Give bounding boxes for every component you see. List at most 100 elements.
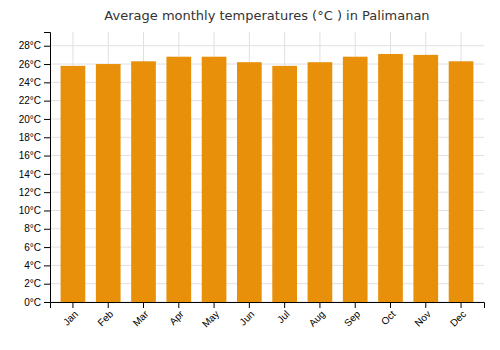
y-tick-label: 10°C [19, 205, 41, 216]
x-tick-mark [284, 302, 285, 308]
y-tick-mark [44, 82, 50, 83]
y-tick: 4°C [24, 260, 50, 271]
grid [50, 32, 484, 302]
bar [96, 64, 121, 302]
y-tick-label: 20°C [19, 114, 41, 125]
x-tick-mark [425, 302, 426, 308]
bar [272, 66, 297, 302]
bars [61, 54, 474, 302]
y-tick-mark [44, 46, 50, 47]
y-tick-mark [44, 247, 50, 248]
y-tick-mark [44, 64, 50, 65]
y-tick-mark [44, 119, 50, 120]
y-tick-label: 14°C [19, 169, 41, 180]
x-tick: Jun [237, 302, 256, 328]
x-tick-mark [249, 302, 250, 308]
y-tick-label: 28°C [19, 40, 41, 51]
x-tick: May [200, 302, 221, 330]
bar [449, 61, 474, 302]
bar [343, 57, 368, 302]
bar [166, 57, 191, 302]
x-tick-label: Sep [342, 308, 363, 329]
x-tick-label: Mar [131, 308, 151, 328]
x-tick: Jan [61, 302, 80, 328]
x-tick: Dec [448, 302, 468, 329]
y-tick-mark [44, 302, 50, 303]
y-tick: 28°C [19, 40, 50, 51]
x-tick-label: Jun [237, 308, 256, 327]
x-tick: Feb [95, 302, 115, 328]
y-axis-line [44, 33, 51, 303]
y-tick-label: 26°C [19, 59, 41, 70]
bar [61, 66, 86, 302]
y-tick-mark [44, 284, 50, 285]
y-tick: 20°C [19, 114, 50, 125]
title: Average monthly temperatures (°C ) in Pa… [104, 8, 429, 23]
y-tick: 2°C [24, 278, 50, 289]
y-tick-label: 18°C [19, 132, 41, 143]
x-tick-mark [108, 302, 109, 308]
y-tick-mark [44, 137, 50, 138]
y-tick-mark [44, 174, 50, 175]
bar [378, 54, 403, 302]
y-tick-label: 4°C [24, 260, 41, 271]
x-tick-label: Dec [448, 308, 468, 328]
y-tick: 10°C [19, 205, 50, 216]
x-tick: Apr [167, 302, 186, 327]
y-tick-mark [44, 192, 50, 193]
y-tick-label: 22°C [19, 95, 41, 106]
bar [237, 62, 262, 302]
y-tick-label: 8°C [24, 223, 41, 234]
y-tick: 8°C [24, 223, 50, 234]
bar [413, 55, 438, 302]
x-tick: Nov [412, 302, 432, 329]
x-tick-mark [72, 302, 73, 308]
y-tick-mark [44, 210, 50, 211]
y-tick-label: 12°C [19, 187, 41, 198]
x-tick-label: Aug [307, 308, 327, 328]
y-tick-mark [44, 156, 50, 157]
x-tick-label: Jan [61, 308, 80, 327]
bar [308, 62, 333, 302]
x-tick-mark [355, 302, 356, 308]
x-axis: Jan Feb Mar Apr May Jun Jul Aug Sep Oct Nov Dec [51, 302, 485, 330]
x-tick: Sep [342, 302, 363, 329]
y-tick-label: 2°C [24, 278, 41, 289]
y-tick: 26°C [19, 59, 50, 70]
y-tick: 12°C [19, 187, 50, 198]
bar [202, 57, 227, 302]
y-axis: 0°C 2°C 4°C 6°C 8°C 10°C 12°C 14°C 16°C 18°C 20°C 2… [19, 33, 51, 308]
x-tick-label: Feb [95, 308, 115, 328]
y-tick: 6°C [24, 242, 50, 253]
x-tick: Oct [379, 302, 398, 327]
y-tick: 0°C [24, 297, 50, 308]
y-tick-label: 6°C [24, 242, 41, 253]
x-tick-mark [214, 302, 215, 308]
x-tick-label: May [200, 308, 221, 329]
y-tick-mark [44, 265, 50, 266]
y-tick-mark [44, 101, 50, 102]
y-tick: 18°C [19, 132, 50, 143]
y-tick: 24°C [19, 77, 50, 88]
y-tick-label: 24°C [19, 77, 41, 88]
x-axis-line [51, 303, 485, 309]
grid-line-y [50, 45, 484, 46]
x-tick: Jul [275, 302, 292, 325]
y-tick: 16°C [19, 150, 50, 161]
x-tick-mark [390, 302, 391, 308]
bar [131, 61, 156, 302]
x-tick-label: Nov [412, 308, 432, 328]
x-tick: Aug [307, 302, 327, 329]
x-tick: Mar [131, 302, 151, 328]
y-tick-mark [44, 229, 50, 230]
x-tick-mark [319, 302, 320, 308]
x-tick-label: Apr [167, 308, 186, 327]
chart: 0°C 2°C 4°C 6°C 8°C 10°C 12°C 14°C 16°C 18°C 20°C 2… [0, 0, 500, 350]
y-tick-label: 0°C [24, 297, 41, 308]
x-tick-mark [178, 302, 179, 308]
plot: 0°C 2°C 4°C 6°C 8°C 10°C 12°C 14°C 16°C 18°C 20°C 2… [19, 32, 485, 330]
x-tick-label: Oct [379, 308, 398, 327]
y-tick: 14°C [19, 169, 50, 180]
y-tick-label: 16°C [19, 150, 41, 161]
x-tick-label: Jul [275, 308, 292, 325]
